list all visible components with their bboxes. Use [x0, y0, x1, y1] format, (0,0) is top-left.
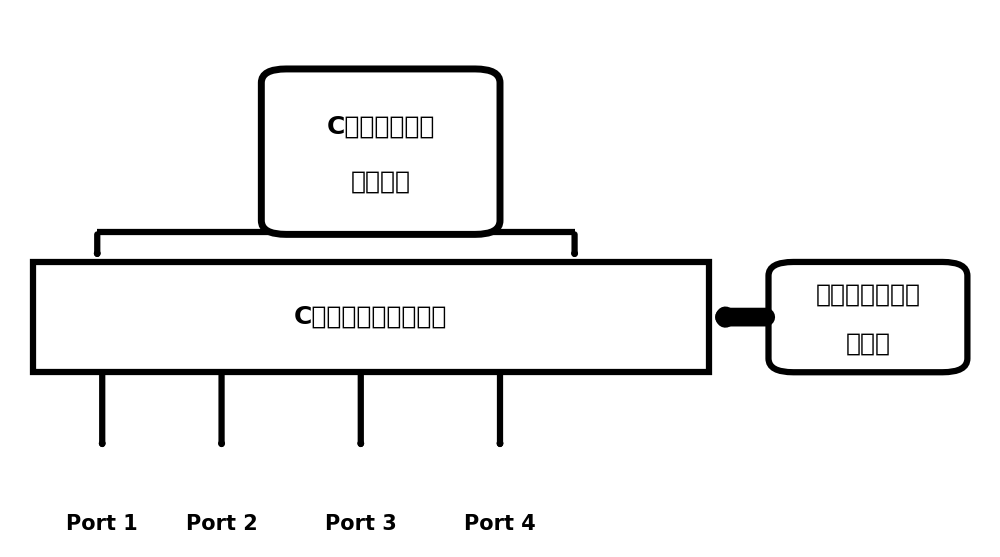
FancyBboxPatch shape [769, 262, 967, 372]
Text: Port 4: Port 4 [464, 514, 536, 534]
Text: Port 1: Port 1 [66, 514, 138, 534]
Text: 极化可重构网络: 极化可重构网络 [815, 283, 920, 307]
FancyBboxPatch shape [261, 69, 500, 234]
Text: 控制器: 控制器 [845, 331, 890, 355]
Bar [33, 262, 709, 372]
Text: Port 3: Port 3 [325, 514, 397, 534]
Text: C波段微带平面: C波段微带平面 [326, 115, 435, 139]
Text: 阵列天线: 阵列天线 [351, 170, 411, 194]
Text: Port 2: Port 2 [186, 514, 257, 534]
Text: C波段极化可重构网络: C波段极化可重构网络 [294, 305, 447, 329]
